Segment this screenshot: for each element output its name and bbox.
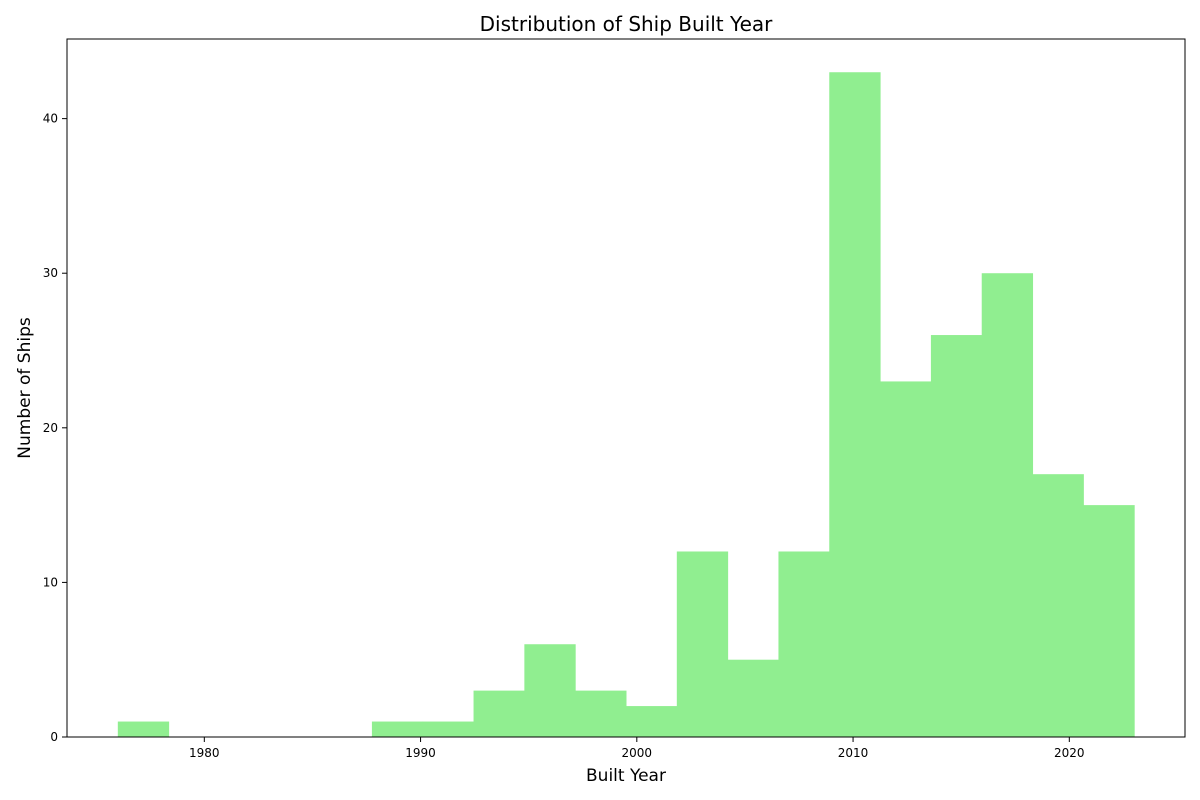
histogram-bar — [1083, 505, 1135, 737]
histogram-bar — [473, 690, 525, 737]
bars-group — [117, 72, 1135, 737]
y-tick-label: 40 — [43, 112, 58, 126]
x-axis-label: Built Year — [586, 766, 666, 786]
histogram-bar — [1032, 474, 1084, 737]
x-tick-label: 1990 — [405, 746, 436, 760]
histogram-bar — [117, 721, 170, 737]
plot-frame — [66, 38, 1186, 738]
x-tick-label: 2000 — [622, 746, 653, 760]
histogram-bar — [981, 273, 1034, 737]
histogram-bar — [727, 659, 779, 737]
histogram-bar — [778, 551, 830, 737]
histogram-bar — [880, 381, 932, 737]
y-tick-label: 0 — [50, 730, 58, 744]
histogram-bar — [371, 721, 424, 737]
histogram-bar — [676, 551, 729, 737]
histogram-bar — [524, 644, 576, 737]
x-tick-label: 1980 — [189, 746, 220, 760]
histogram-bar — [829, 72, 881, 737]
y-tick-label: 10 — [43, 575, 58, 589]
y-tick-label: 30 — [43, 266, 58, 280]
y-tick-label: 20 — [43, 421, 58, 435]
x-tick-label: 2010 — [838, 746, 869, 760]
histogram-bar — [422, 721, 475, 737]
histogram-bar — [930, 335, 983, 737]
x-tick-label: 2020 — [1054, 746, 1085, 760]
y-axis-ticks: 0 10 20 30 40 — [43, 112, 67, 744]
histogram-bar — [626, 706, 678, 737]
y-axis-label: Number of Ships — [15, 317, 35, 459]
chart-title: Distribution of Ship Built Year — [480, 12, 773, 36]
x-axis-ticks: 1980 1990 2000 2010 2020 — [189, 737, 1085, 760]
histogram-bar — [575, 690, 627, 737]
